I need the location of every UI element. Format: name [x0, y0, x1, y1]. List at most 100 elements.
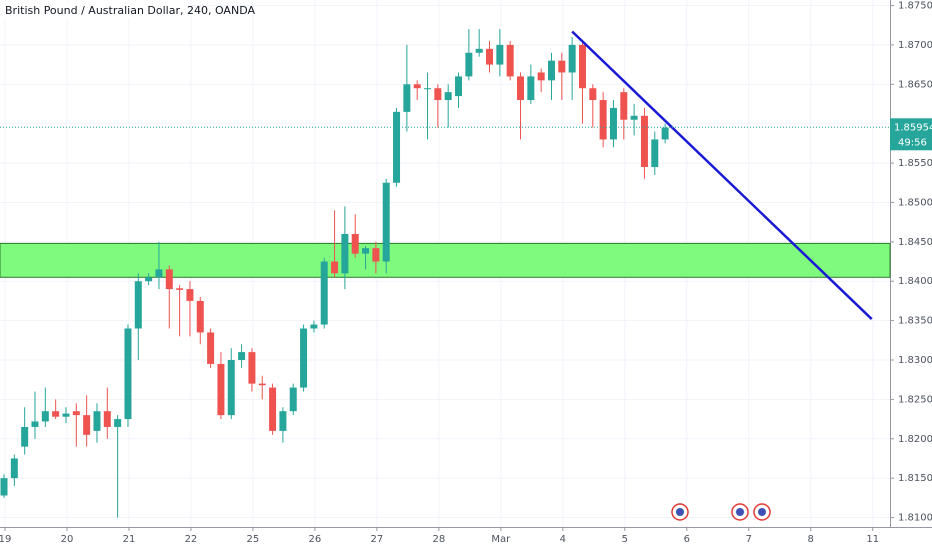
candle-body	[444, 92, 452, 101]
event-icon-inner	[676, 508, 684, 516]
chart-title: British Pound / Australian Dollar, 240, …	[5, 4, 255, 17]
candle-body	[558, 60, 566, 73]
candle-body	[10, 458, 18, 479]
y-tick-label: 1.8150	[898, 473, 932, 484]
y-tick-label: 1.8400	[898, 276, 932, 287]
candle-body	[176, 288, 184, 290]
x-tick-label: 22	[185, 534, 198, 545]
x-tick-label: 11	[866, 534, 879, 545]
candle-body	[52, 411, 60, 417]
candle-body	[475, 48, 483, 53]
candle-body	[351, 233, 359, 254]
candle-body	[382, 182, 390, 262]
zone	[0, 242, 891, 278]
candle-body	[279, 411, 287, 431]
y-tick-label: 1.8200	[898, 434, 932, 445]
x-tick-label: 19	[0, 534, 11, 545]
candle-body	[465, 52, 473, 77]
candle-body	[589, 88, 597, 101]
candle-body	[486, 48, 494, 65]
candle-body	[517, 76, 524, 101]
candle-body	[630, 115, 638, 120]
candle-body	[145, 277, 153, 282]
candle-body	[506, 44, 514, 77]
candle-body	[413, 84, 421, 89]
x-tick-label: 5	[622, 534, 628, 545]
candle-body	[238, 352, 246, 360]
candle-body	[455, 76, 463, 97]
candle-body	[651, 139, 659, 168]
candle-body	[196, 300, 204, 333]
candle-body	[568, 44, 576, 73]
y-tick-label: 1.8500	[898, 197, 932, 208]
candle-body	[403, 84, 411, 112]
x-tick-label: Mar	[491, 534, 511, 545]
candle-body	[41, 411, 49, 422]
y-tick-label: 1.8450	[898, 237, 932, 248]
candle-body	[155, 269, 163, 278]
candle-body	[289, 387, 297, 412]
x-tick-label: 4	[560, 534, 566, 545]
candle-body	[114, 419, 122, 427]
x-tick-label: 20	[61, 534, 74, 545]
candle-body	[331, 261, 339, 274]
x-tick-label: 6	[684, 534, 690, 545]
candle-body	[134, 281, 142, 329]
y-tick-label: 1.8650	[898, 79, 932, 90]
candle-body	[578, 44, 586, 89]
candle-body	[362, 248, 370, 254]
candle-body	[424, 88, 432, 90]
candle-body	[72, 411, 80, 416]
candle-body	[372, 248, 380, 262]
candle-body	[207, 332, 215, 364]
candle-body	[217, 363, 225, 416]
candle-body	[21, 426, 29, 447]
y-tick-label: 1.8750	[898, 1, 932, 12]
x-tick-label: 26	[309, 534, 322, 545]
candle-body	[248, 352, 256, 384]
candle-body	[103, 411, 111, 427]
candle-body	[269, 387, 277, 431]
y-tick-label: 1.8250	[898, 394, 932, 405]
candle-body	[31, 421, 39, 427]
candle-body	[609, 107, 617, 140]
candle-body	[620, 92, 628, 120]
y-tick-label: 1.8550	[898, 158, 932, 169]
candle-body	[434, 88, 442, 101]
candle-body	[93, 411, 101, 431]
candle-body	[165, 269, 173, 290]
candle-body	[640, 115, 648, 168]
candle-body	[186, 289, 194, 301]
candle-body	[300, 328, 308, 388]
x-tick-label: 7	[746, 534, 752, 545]
candle-body	[0, 478, 8, 496]
y-tick-label: 1.8700	[898, 40, 932, 51]
candle-body	[310, 324, 318, 329]
trend-line	[571, 30, 873, 320]
last-price-label: 1.85954	[894, 122, 932, 133]
candle-body	[537, 72, 545, 81]
y-tick-label: 1.8100	[898, 513, 932, 524]
candle-body	[62, 413, 70, 417]
candle-body	[496, 44, 504, 65]
x-tick-label: 25	[247, 534, 260, 545]
x-tick-label: 27	[371, 534, 384, 545]
candle-body	[547, 60, 555, 81]
candle-body	[258, 383, 266, 386]
x-tick-label: 21	[123, 534, 136, 545]
x-tick-label: 28	[432, 534, 445, 545]
last-price-box	[890, 118, 932, 151]
candle-body	[341, 233, 349, 274]
candle-body	[124, 328, 132, 420]
title-bg	[0, 2, 190, 18]
candle-body	[320, 261, 328, 325]
candle-body	[661, 127, 669, 140]
candle-body	[227, 359, 235, 416]
y-tick-label: 1.8300	[898, 355, 932, 366]
candle-body	[527, 76, 535, 101]
candle-body	[393, 111, 401, 183]
candle-body	[599, 100, 607, 140]
event-icon-inner	[758, 508, 766, 516]
y-tick-label: 1.8350	[898, 316, 932, 327]
